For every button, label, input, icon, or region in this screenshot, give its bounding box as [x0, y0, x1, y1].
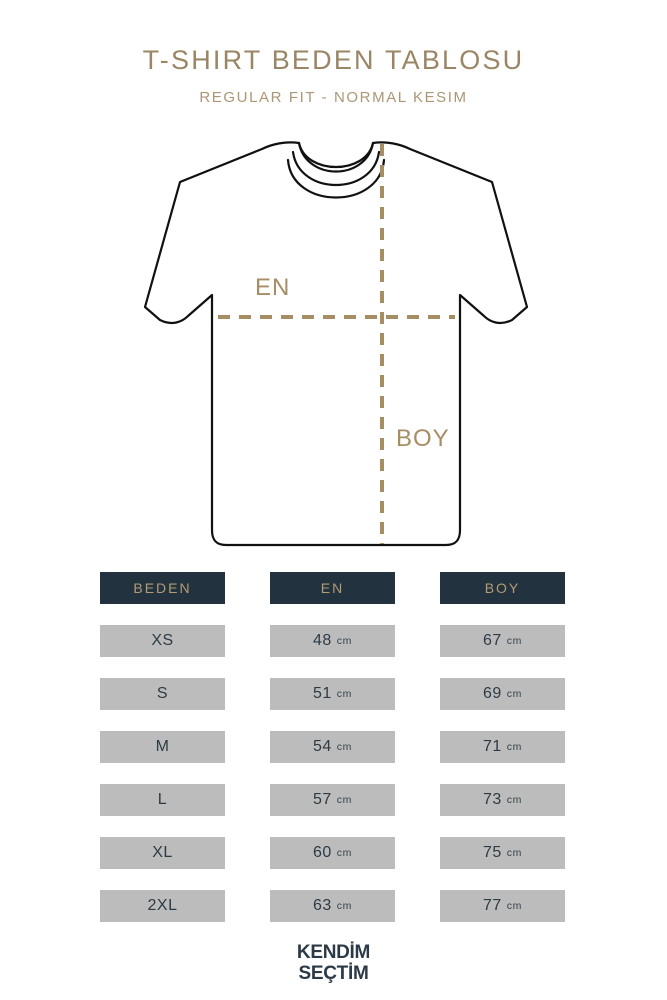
- unit-label: cm: [336, 635, 352, 647]
- column-header-en: EN: [270, 572, 395, 604]
- column-gap: [225, 731, 270, 763]
- width-label: EN: [255, 274, 290, 301]
- tshirt-illustration: EN BOY: [0, 130, 667, 560]
- column-gap: [225, 572, 270, 604]
- column-gap: [395, 837, 440, 869]
- unit-label: cm: [506, 688, 522, 700]
- table-row: XL 60 cm 75 cm: [100, 837, 566, 869]
- table-row: S 51 cm 69 cm: [100, 678, 566, 710]
- table-row: L 57 cm 73 cm: [100, 784, 566, 816]
- column-gap: [395, 572, 440, 604]
- cell-length: 77 cm: [440, 890, 565, 922]
- unit-label: cm: [506, 741, 522, 753]
- unit-label: cm: [336, 847, 352, 859]
- unit-label: cm: [506, 900, 522, 912]
- tshirt-collar: [286, 141, 386, 199]
- column-header-boy: BOY: [440, 572, 565, 604]
- cell-width-value: 48: [313, 632, 332, 649]
- cell-size: L: [100, 784, 225, 816]
- column-gap: [225, 625, 270, 657]
- unit-label: cm: [336, 741, 352, 753]
- cell-width: 63 cm: [270, 890, 395, 922]
- column-header-beden: BEDEN: [100, 572, 225, 604]
- cell-width-value: 57: [313, 791, 332, 808]
- unit-label: cm: [336, 794, 352, 806]
- unit-label: cm: [506, 847, 522, 859]
- cell-length: 71 cm: [440, 731, 565, 763]
- cell-length-value: 77: [483, 897, 502, 914]
- cell-width: 54 cm: [270, 731, 395, 763]
- column-gap: [395, 625, 440, 657]
- page-title: T-SHIRT BEDEN TABLOSU: [142, 45, 525, 75]
- unit-label: cm: [506, 794, 522, 806]
- unit-label: cm: [506, 635, 522, 647]
- cell-width: 60 cm: [270, 837, 395, 869]
- cell-size: M: [100, 731, 225, 763]
- page-header: T-SHIRT BEDEN TABLOSU REGULAR FIT - NORM…: [0, 45, 667, 106]
- tshirt-outline: [143, 141, 529, 547]
- unit-label: cm: [336, 900, 352, 912]
- column-gap: [225, 678, 270, 710]
- cell-length: 75 cm: [440, 837, 565, 869]
- cell-length-value: 73: [483, 791, 502, 808]
- brand-logo: KENDİM SEÇTİM: [0, 943, 667, 983]
- table-row: XS 48 cm 67 cm: [100, 625, 566, 657]
- cell-length-value: 67: [483, 632, 502, 649]
- cell-width-value: 60: [313, 844, 332, 861]
- cell-size: 2XL: [100, 890, 225, 922]
- cell-width: 51 cm: [270, 678, 395, 710]
- cell-width-value: 51: [313, 685, 332, 702]
- brand-logo-line2: SEÇTİM: [298, 963, 369, 984]
- column-gap: [225, 890, 270, 922]
- column-gap: [395, 784, 440, 816]
- cell-length-value: 75: [483, 844, 502, 861]
- column-gap: [225, 837, 270, 869]
- cell-length: 67 cm: [440, 625, 565, 657]
- cell-width: 48 cm: [270, 625, 395, 657]
- cell-length: 69 cm: [440, 678, 565, 710]
- cell-size: S: [100, 678, 225, 710]
- cell-width: 57 cm: [270, 784, 395, 816]
- cell-length-value: 69: [483, 685, 502, 702]
- table-header-row: BEDEN EN BOY: [100, 572, 566, 604]
- table-row: M 54 cm 71 cm: [100, 731, 566, 763]
- column-gap: [395, 890, 440, 922]
- size-table: BEDEN EN BOY XS 48 cm 67 cm S 51 cm 69 cm M …: [100, 572, 566, 943]
- cell-length: 73 cm: [440, 784, 565, 816]
- page-subtitle: REGULAR FIT - NORMAL KESIM: [199, 88, 468, 106]
- unit-label: cm: [336, 688, 352, 700]
- cell-length-value: 71: [483, 738, 502, 755]
- column-gap: [395, 731, 440, 763]
- table-row: 2XL 63 cm 77 cm: [100, 890, 566, 922]
- cell-width-value: 54: [313, 738, 332, 755]
- column-gap: [225, 784, 270, 816]
- length-label: BOY: [396, 425, 450, 452]
- cell-size: XS: [100, 625, 225, 657]
- brand-logo-line1: KENDİM: [296, 942, 371, 963]
- column-gap: [395, 678, 440, 710]
- cell-size: XL: [100, 837, 225, 869]
- cell-width-value: 63: [313, 897, 332, 914]
